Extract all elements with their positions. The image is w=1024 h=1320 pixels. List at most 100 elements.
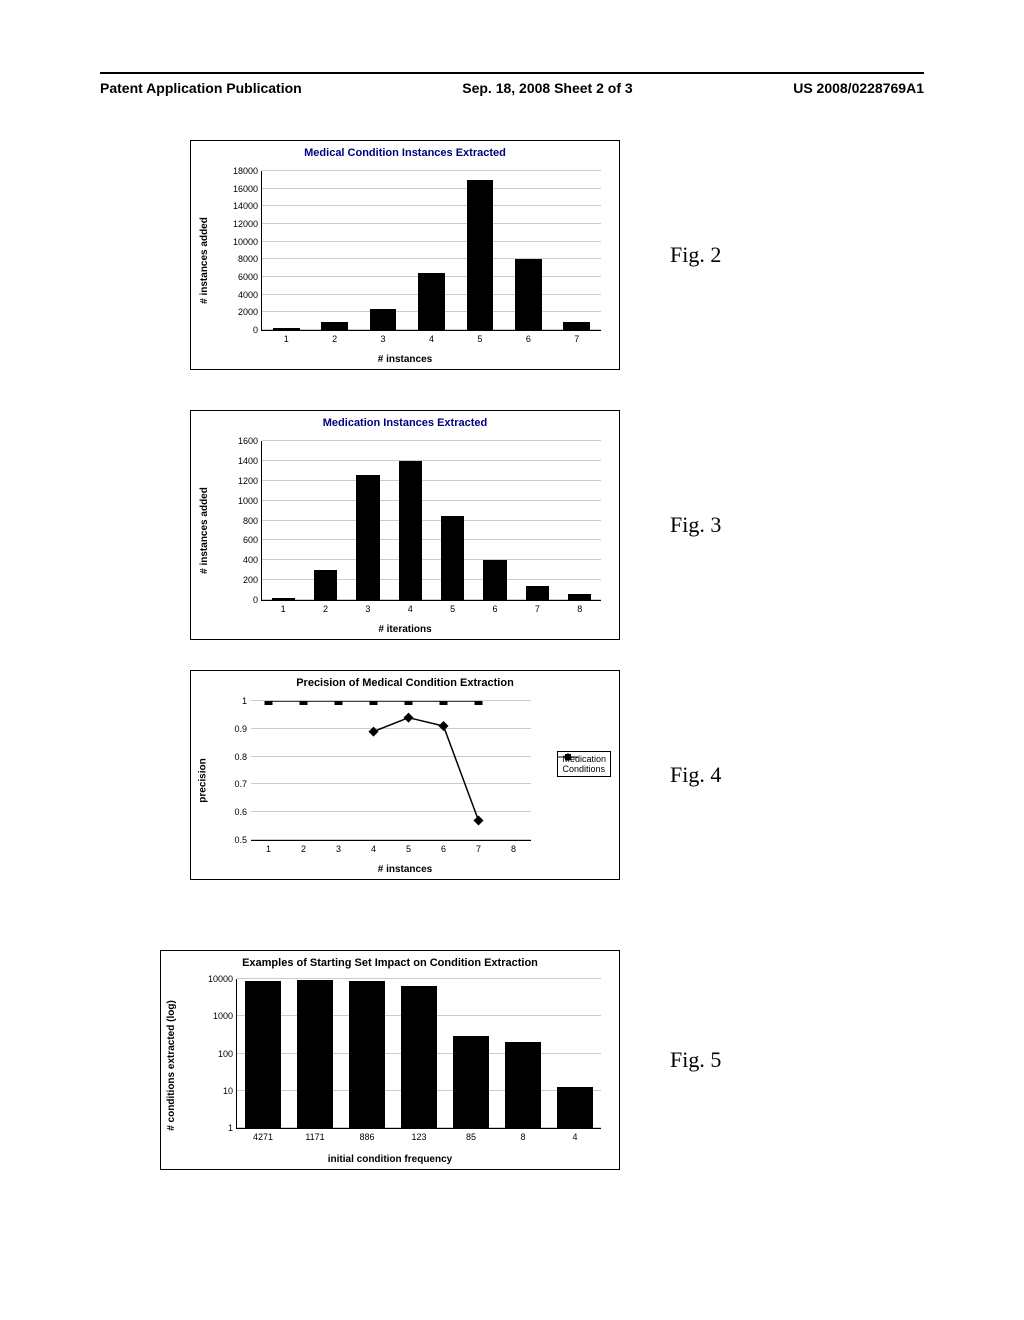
ytick: 0	[253, 325, 262, 335]
ytick: 18000	[233, 166, 262, 176]
fig3-xlabel: # iterations	[191, 624, 619, 635]
ytick: 800	[243, 516, 262, 526]
ytick: 10000	[208, 974, 237, 984]
bar	[314, 570, 337, 600]
xtick: 886	[359, 1128, 374, 1142]
ytick: 1400	[238, 456, 262, 466]
bar	[515, 259, 542, 330]
ytick: 600	[243, 535, 262, 545]
ytick: 0.7	[234, 779, 251, 789]
bar	[245, 981, 281, 1128]
bar	[557, 1087, 593, 1128]
bar	[297, 980, 333, 1128]
fig5-chart: Examples of Starting Set Impact on Condi…	[160, 950, 620, 1170]
xtick: 4	[572, 1128, 577, 1142]
header-center: Sep. 18, 2008 Sheet 2 of 3	[462, 80, 632, 96]
ytick: 1	[242, 696, 251, 706]
xtick: 6	[526, 330, 531, 344]
xtick: 8	[511, 840, 516, 854]
bar	[526, 586, 549, 600]
ytick: 1600	[238, 436, 262, 446]
ytick: 2000	[238, 307, 262, 317]
ytick: 100	[218, 1049, 237, 1059]
xtick: 4271	[253, 1128, 273, 1142]
figure-3-block: Medication Instances Extracted # instanc…	[190, 410, 721, 640]
ytick: 1200	[238, 476, 262, 486]
header-left: Patent Application Publication	[100, 80, 302, 96]
bar	[505, 1042, 541, 1128]
xtick: 5	[477, 330, 482, 344]
ytick: 1000	[238, 496, 262, 506]
ytick: 14000	[233, 201, 262, 211]
fig5-title: Examples of Starting Set Impact on Condi…	[161, 957, 619, 969]
ytick: 0.6	[234, 807, 251, 817]
xtick: 1	[281, 600, 286, 614]
ytick: 0.8	[234, 752, 251, 762]
fig2-chart: Medical Condition Instances Extracted # …	[190, 140, 620, 370]
xtick: 6	[441, 840, 446, 854]
xtick: 2	[301, 840, 306, 854]
ytick: 16000	[233, 184, 262, 194]
bar	[483, 560, 506, 600]
xtick: 4	[408, 600, 413, 614]
figure-5-block: Examples of Starting Set Impact on Condi…	[160, 950, 721, 1170]
ytick: 1000	[213, 1011, 237, 1021]
ytick: 10	[223, 1086, 237, 1096]
ytick: 12000	[233, 219, 262, 229]
xtick: 3	[365, 600, 370, 614]
xtick: 4	[429, 330, 434, 344]
fig2-ylabel: # instances added	[199, 217, 210, 304]
bar	[453, 1036, 489, 1128]
xtick: 7	[476, 840, 481, 854]
fig5-ylabel: # conditions extracted (log)	[166, 1000, 177, 1131]
fig3-title: Medication Instances Extracted	[191, 417, 619, 429]
xtick: 3	[336, 840, 341, 854]
figure-2-block: Medical Condition Instances Extracted # …	[190, 140, 721, 370]
fig5-xlabel: initial condition frequency	[161, 1154, 619, 1165]
fig4-chart: Precision of Medical Condition Extractio…	[190, 670, 620, 880]
xtick: 85	[466, 1128, 476, 1142]
bar	[401, 986, 437, 1128]
bar	[467, 180, 494, 330]
ytick: 400	[243, 555, 262, 565]
xtick: 3	[381, 330, 386, 344]
xtick: 2	[323, 600, 328, 614]
ytick: 200	[243, 575, 262, 585]
xtick: 1171	[305, 1128, 324, 1142]
fig4-title: Precision of Medical Condition Extractio…	[191, 677, 619, 689]
line-svg	[251, 701, 531, 840]
xtick: 5	[450, 600, 455, 614]
xtick: 8	[577, 600, 582, 614]
fig4-legend: Medication Conditions	[557, 751, 611, 777]
xtick: 6	[493, 600, 498, 614]
ytick: 0	[253, 595, 262, 605]
ytick: 0.5	[234, 835, 251, 845]
ytick: 10000	[233, 237, 262, 247]
header-right: US 2008/0228769A1	[793, 80, 924, 96]
ytick: 6000	[238, 272, 262, 282]
xtick: 8	[520, 1128, 525, 1142]
figure-4-block: Precision of Medical Condition Extractio…	[190, 670, 721, 880]
legend-conditions-label: Conditions	[562, 764, 605, 774]
xtick: 7	[574, 330, 579, 344]
fig5-plot: 110100100010000427111718861238584	[236, 979, 601, 1129]
fig5-label: Fig. 5	[670, 1047, 721, 1073]
bar	[399, 461, 422, 600]
xtick: 1	[284, 330, 289, 344]
ytick: 8000	[238, 254, 262, 264]
fig3-label: Fig. 3	[670, 512, 721, 538]
fig2-plot: 0200040006000800010000120001400016000180…	[261, 171, 601, 331]
fig3-ylabel: # instances added	[199, 487, 210, 574]
bar	[563, 322, 590, 330]
bar	[356, 475, 379, 600]
xtick: 1	[266, 840, 271, 854]
ytick: 1	[228, 1123, 237, 1133]
bar	[349, 981, 385, 1128]
fig2-title: Medical Condition Instances Extracted	[191, 147, 619, 159]
page-header: Patent Application Publication Sep. 18, …	[100, 80, 924, 96]
fig3-plot: 0200400600800100012001400160012345678	[261, 441, 601, 601]
xtick: 5	[406, 840, 411, 854]
fig4-xlabel: # instances	[191, 864, 619, 875]
bar	[441, 516, 464, 600]
ytick: 4000	[238, 290, 262, 300]
